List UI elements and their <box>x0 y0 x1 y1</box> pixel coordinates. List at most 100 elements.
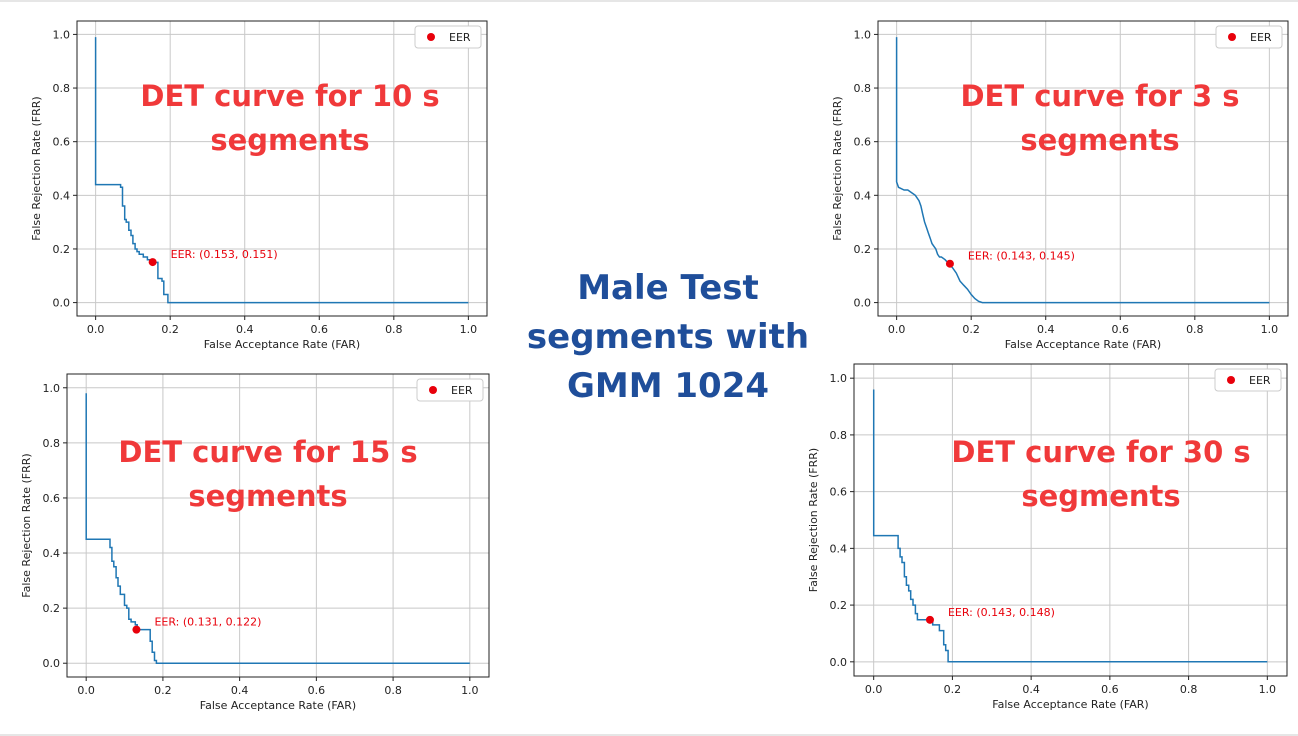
x-tick-label: 0.4 <box>1037 323 1055 336</box>
y-tick-label: 0.2 <box>53 243 71 256</box>
x-axis-label: False Acceptance Rate (FAR) <box>1005 338 1161 351</box>
eer-annotation: EER: (0.143, 0.148) <box>948 606 1055 619</box>
x-tick-label: 1.0 <box>460 323 478 336</box>
det-chart-10s: 0.0 0.2 0.4 0.6 0.8 1.0 0.0 0.2 0.4 0.6 0.8 1.0 Fals… <box>30 8 492 354</box>
y-axis-label: False Rejection Rate (FRR) <box>30 96 43 240</box>
x-axis-label: False Acceptance Rate (FAR) <box>204 338 360 351</box>
y-tick-label: 1.0 <box>854 28 872 41</box>
y-axis-label: False Rejection Rate (FRR) <box>831 96 844 240</box>
legend-marker <box>429 386 437 394</box>
x-axis-label: False Acceptance Rate (FAR) <box>200 699 356 712</box>
legend-box <box>1215 25 1283 49</box>
overlay-title-line-2: segments <box>1021 479 1180 513</box>
x-tick-label: 0.0 <box>77 684 95 697</box>
det-chart-15s-svg: 0.0 0.2 0.4 0.6 0.8 1.0 0.0 0.2 0.4 0.6 0.8 1.0 Fals… <box>20 373 490 712</box>
det-curve-line <box>85 393 470 664</box>
eer-point <box>925 615 934 624</box>
x-tick-label: 0.8 <box>1186 323 1204 336</box>
det-curve-line <box>94 37 469 304</box>
det-chart-3s: 0.0 0.2 0.4 0.6 0.8 1.0 0.0 0.2 0.4 0.6 0.8 1.0 Fals… <box>831 8 1292 354</box>
legend-label: EER <box>451 384 473 397</box>
top-divider <box>0 0 1298 2</box>
x-tick-label: 1.0 <box>1261 323 1279 336</box>
x-tick-label: 0.0 <box>888 323 906 336</box>
overlay-title-line-1: DET curve for 15 s <box>118 435 417 469</box>
x-tick-label: 0.2 <box>962 323 980 336</box>
overlay-title-line-1: DET curve for 3 s <box>960 79 1239 113</box>
y-tick-label: 0.6 <box>43 492 61 505</box>
legend-box <box>1214 368 1282 392</box>
axes-frame <box>66 373 490 678</box>
axes-frame <box>877 20 1289 317</box>
y-tick-label: 0.0 <box>854 297 872 310</box>
y-tick-label: 0.8 <box>854 82 872 95</box>
eer-point <box>945 259 954 268</box>
det-chart-3s-svg: 0.0 0.2 0.4 0.6 0.8 1.0 0.0 0.2 0.4 0.6 0.8 1.0 Fals… <box>831 20 1289 351</box>
x-tick-label: 0.8 <box>385 323 403 336</box>
x-tick-label: 0.4 <box>231 684 249 697</box>
det-curve-line <box>895 37 1270 304</box>
det-chart-15s: 0.0 0.2 0.4 0.6 0.8 1.0 0.0 0.2 0.4 0.6 0.8 1.0 Fals… <box>18 366 498 728</box>
overlay-title-line-2: segments <box>188 479 347 513</box>
y-tick-label: 0.2 <box>43 602 61 615</box>
plot-area <box>878 21 1288 316</box>
det-chart-30s: 0.0 0.2 0.4 0.6 0.8 1.0 0.0 0.2 0.4 0.6 0.8 1.0 Fals… <box>800 356 1294 730</box>
x-tick-label: 0.6 <box>1101 683 1119 696</box>
y-tick-label: 0.4 <box>53 189 71 202</box>
axes-frame <box>853 363 1288 677</box>
y-tick-label: 0.6 <box>53 136 71 149</box>
overlay-title-line-1: DET curve for 30 s <box>951 435 1250 469</box>
y-tick-label: 0.8 <box>830 429 848 442</box>
overlay-title-line-2: segments <box>210 123 369 157</box>
center-title-line-1: Male Test <box>577 268 759 308</box>
legend-label: EER <box>1249 374 1271 387</box>
x-tick-label: 1.0 <box>461 684 479 697</box>
det-chart-30s-svg: 0.0 0.2 0.4 0.6 0.8 1.0 0.0 0.2 0.4 0.6 0.8 1.0 Fals… <box>807 363 1288 711</box>
det-curve-line <box>872 389 1268 663</box>
y-tick-label: 0.4 <box>854 189 872 202</box>
y-axis-label: False Rejection Rate (FRR) <box>20 453 33 597</box>
y-tick-label: 1.0 <box>53 28 71 41</box>
y-tick-label: 0.6 <box>830 486 848 499</box>
y-tick-label: 0.2 <box>830 599 848 612</box>
x-tick-label: 0.8 <box>1180 683 1198 696</box>
y-tick-label: 0.0 <box>830 656 848 669</box>
plot-area <box>77 21 487 316</box>
eer-point <box>148 258 157 267</box>
y-tick-label: 0.8 <box>43 437 61 450</box>
legend-label: EER <box>1250 31 1272 44</box>
center-title: Male Test segments with GMM 1024 <box>520 264 816 411</box>
legend-label: EER <box>449 31 471 44</box>
bottom-divider <box>0 734 1298 736</box>
eer-annotation: EER: (0.153, 0.151) <box>171 248 278 261</box>
x-tick-label: 0.4 <box>236 323 254 336</box>
eer-annotation: EER: (0.131, 0.122) <box>154 616 261 629</box>
x-tick-label: 0.0 <box>87 323 105 336</box>
axes-frame <box>76 20 488 317</box>
y-tick-label: 0.4 <box>830 542 848 555</box>
y-tick-label: 0.0 <box>43 657 61 670</box>
y-tick-label: 0.8 <box>53 82 71 95</box>
legend-box <box>416 378 484 402</box>
y-axis-label: False Rejection Rate (FRR) <box>807 448 820 592</box>
x-tick-label: 0.8 <box>384 684 402 697</box>
x-tick-label: 1.0 <box>1259 683 1277 696</box>
plot-area <box>67 374 489 677</box>
y-tick-label: 0.4 <box>43 547 61 560</box>
center-title-line-3: GMM 1024 <box>566 366 770 406</box>
x-tick-label: 0.6 <box>308 684 326 697</box>
center-title-line-2: segments with <box>526 317 810 357</box>
y-tick-label: 1.0 <box>830 372 848 385</box>
legend-marker <box>427 33 435 41</box>
plot-area <box>854 364 1287 676</box>
x-axis-label: False Acceptance Rate (FAR) <box>992 698 1148 711</box>
y-tick-label: 0.6 <box>854 136 872 149</box>
y-tick-label: 0.2 <box>854 243 872 256</box>
overlay-title-line-1: DET curve for 10 s <box>140 79 439 113</box>
legend-marker <box>1227 376 1235 384</box>
overlay-title-line-2: segments <box>1020 123 1179 157</box>
x-tick-label: 0.6 <box>311 323 329 336</box>
x-tick-label: 0.6 <box>1112 323 1130 336</box>
x-tick-label: 0.0 <box>865 683 883 696</box>
x-tick-label: 0.2 <box>944 683 962 696</box>
